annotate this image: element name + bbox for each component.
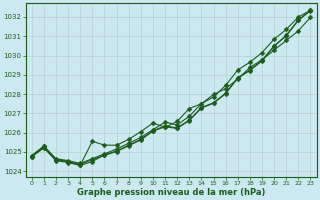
X-axis label: Graphe pression niveau de la mer (hPa): Graphe pression niveau de la mer (hPa): [77, 188, 265, 197]
